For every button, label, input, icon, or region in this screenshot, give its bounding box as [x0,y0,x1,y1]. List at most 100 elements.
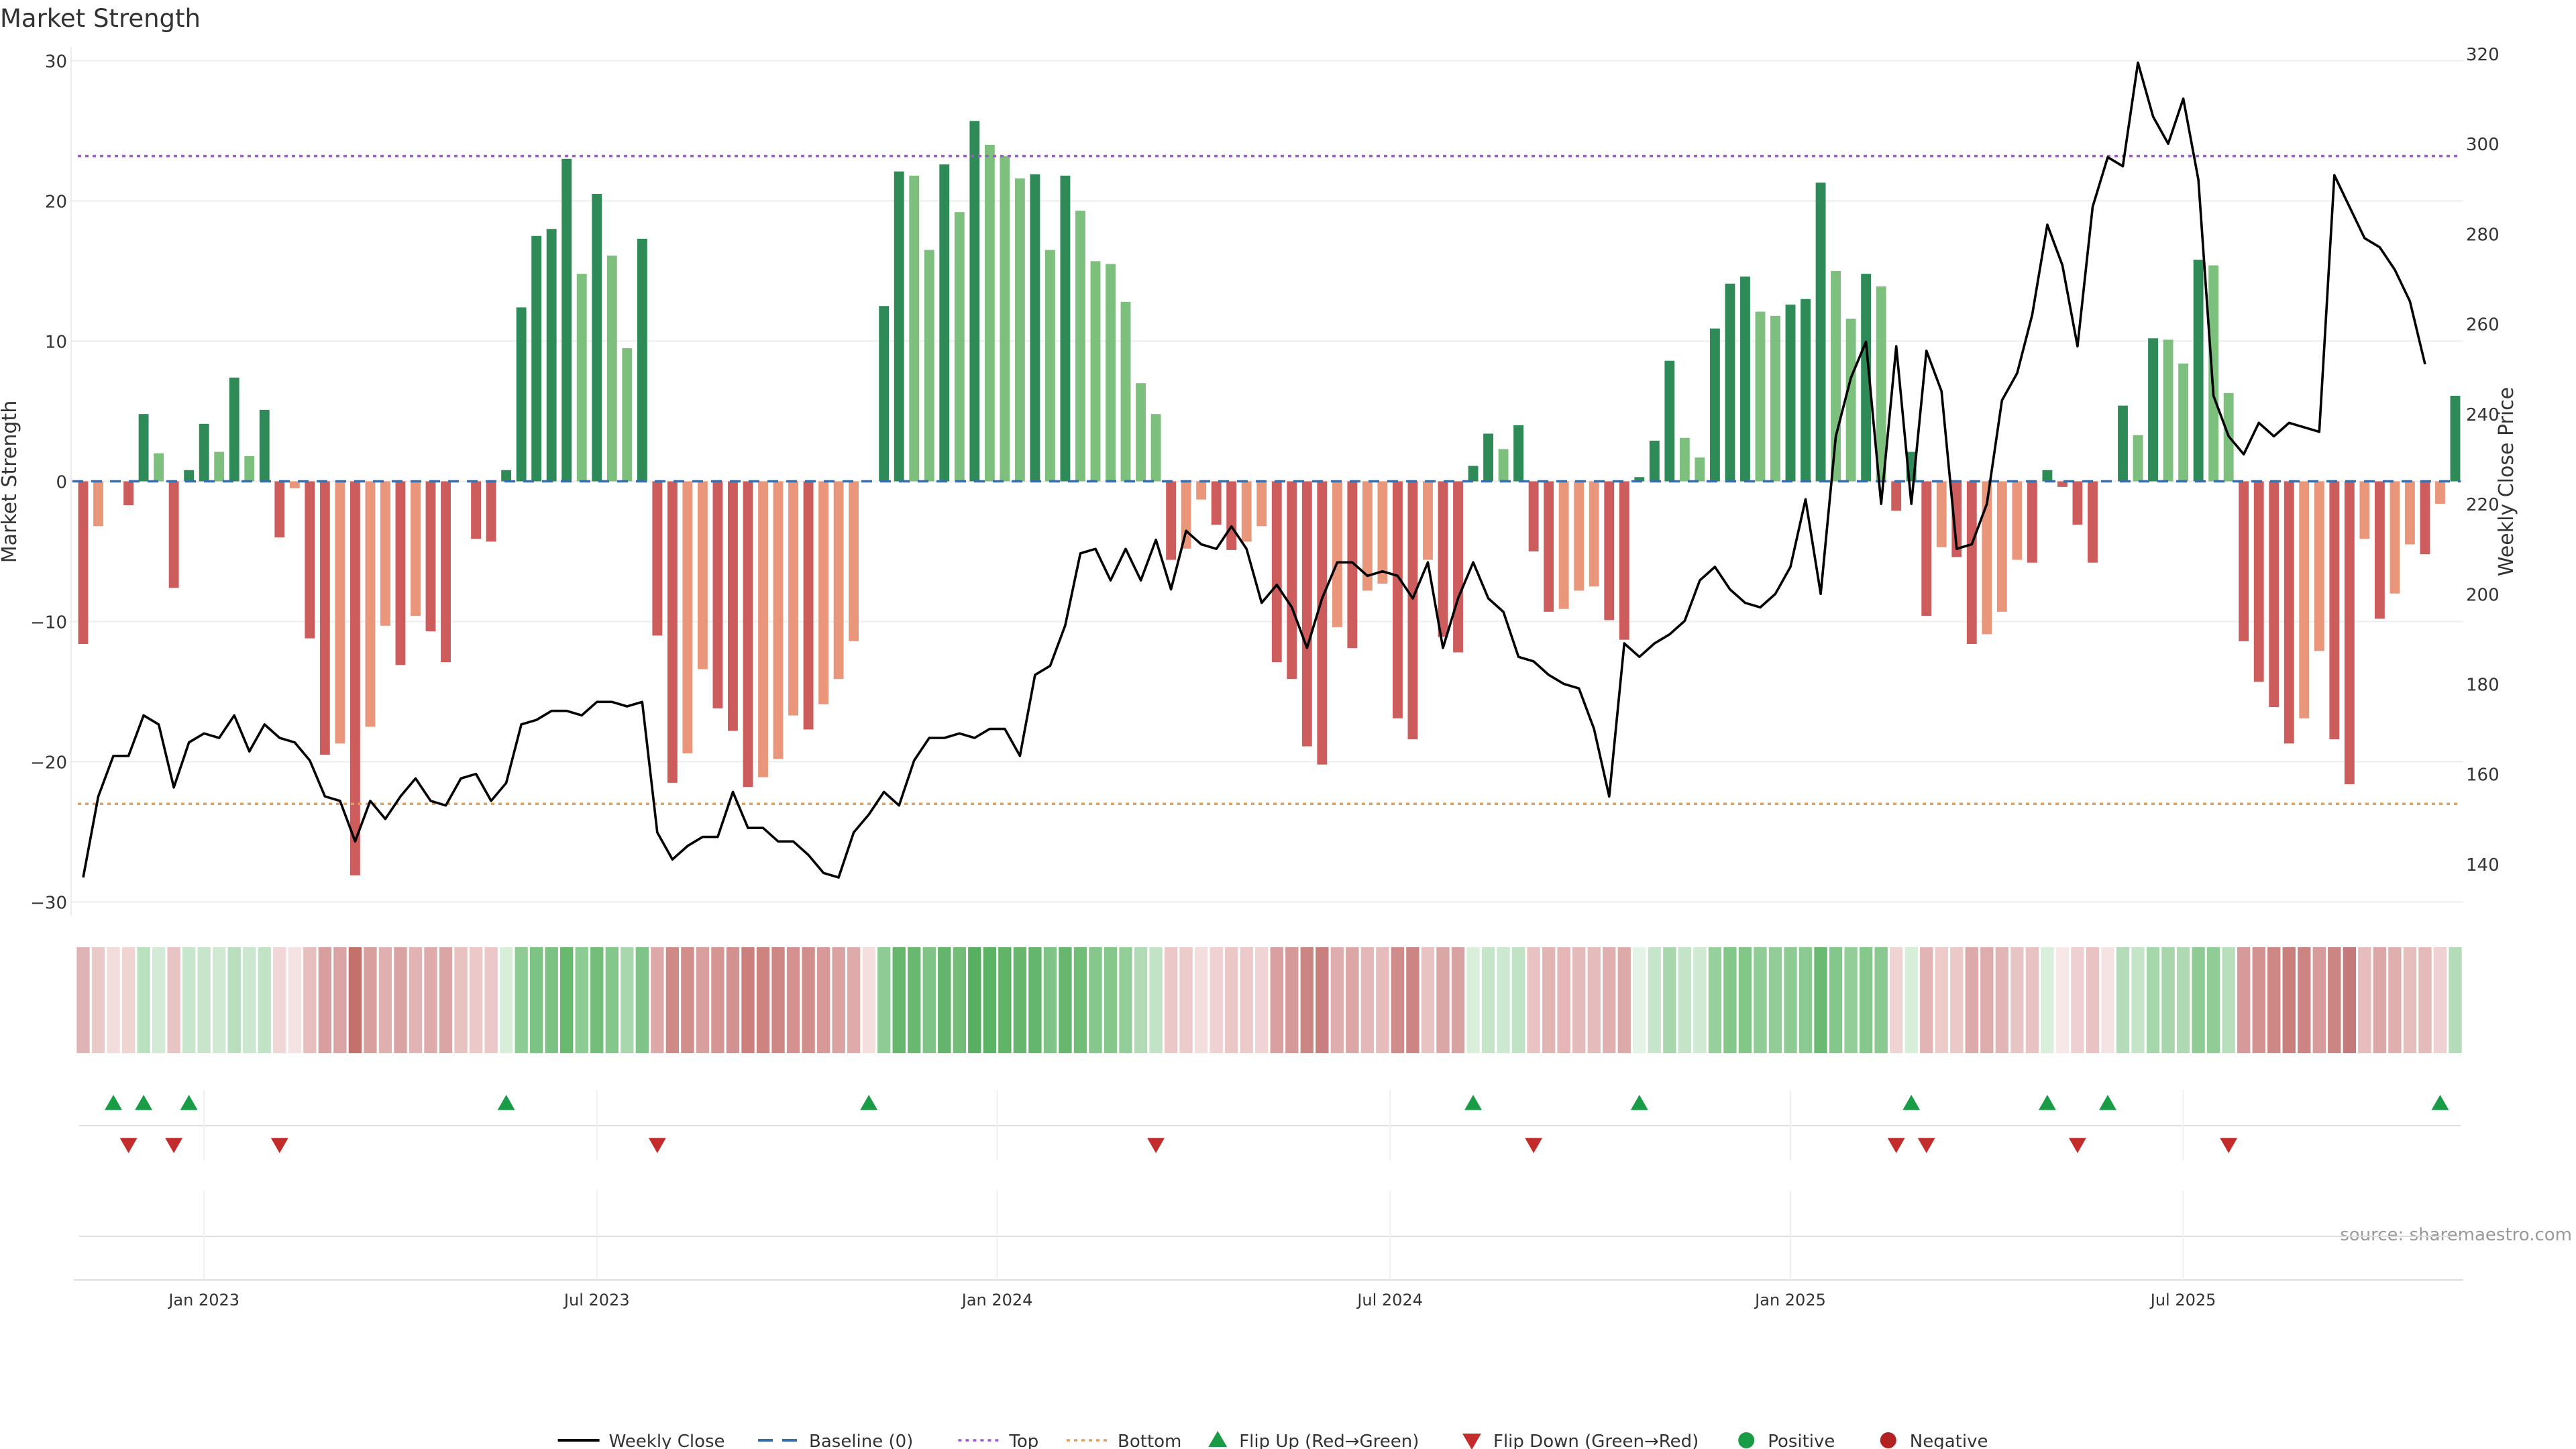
strength-bar-88 [1407,481,1418,740]
strength-bar-60 [984,144,995,482]
strength-bar-29 [516,307,527,482]
strength-bar-40 [682,481,693,753]
heat-cell-14 [288,947,301,1053]
heat-cell-157 [2449,947,2462,1053]
heat-cell-54 [892,947,906,1053]
strength-bar-48 [803,481,814,730]
heat-cell-142 [2222,947,2235,1053]
heat-cell-28 [499,947,513,1053]
heat-cell-17 [333,947,347,1053]
heat-cell-149 [2328,947,2341,1053]
y-tick-left-4: −10 [30,613,67,633]
heat-cell-155 [2418,947,2432,1053]
flip-down-marker-8 [2068,1138,2086,1153]
heat-cell-19 [364,947,377,1053]
heat-cell-131 [2055,947,2070,1053]
heat-cell-139 [2176,947,2190,1053]
legend-item-1: Baseline (0) [758,1432,913,1449]
strength-bar-139 [2178,363,2189,482]
heat-cell-145 [2267,947,2281,1053]
heat-cell-103 [1633,947,1646,1053]
heat-cell-81 [1300,947,1313,1053]
heat-cell-77 [1240,947,1253,1053]
strength-bar-80 [1287,481,1297,680]
strength-bar-61 [1000,156,1010,482]
strength-bar-13 [274,481,285,538]
strength-bar-136 [2133,435,2143,482]
strength-bar-73 [1181,481,1191,549]
y-tick-left-3: 0 [56,473,67,493]
strength-bar-97 [1544,481,1554,612]
heat-cell-84 [1346,947,1359,1053]
strength-bar-3 [123,481,133,506]
heat-cell-125 [1965,947,1978,1053]
strength-bar-87 [1393,481,1403,718]
flip-up-marker-8 [2038,1095,2056,1110]
x-tick-label-4: Jan 2025 [1754,1291,1826,1309]
y-tick-right-1: 300 [2466,135,2500,155]
flip-up-marker-6 [1630,1095,1648,1110]
flip-down-marker-9 [2220,1138,2238,1153]
heat-cell-129 [2025,947,2039,1053]
heat-cell-112 [1768,947,1782,1053]
strength-bar-23 [425,481,436,632]
strength-bar-150 [2344,481,2355,784]
heat-cell-89 [1421,947,1435,1053]
heat-cell-12 [258,947,271,1053]
heat-cell-151 [2358,947,2371,1053]
strength-bar-72 [1166,481,1177,560]
strength-bar-149 [2329,481,2340,740]
heat-cell-143 [2237,947,2251,1053]
heat-cell-98 [1557,947,1570,1053]
heat-cell-83 [1330,947,1344,1053]
heat-cell-86 [1376,947,1389,1053]
strength-bar-152 [2374,481,2385,619]
y-tick-left-0: 30 [45,52,67,72]
strength-bar-50 [833,481,844,680]
strength-bar-108 [1709,328,1720,482]
strength-bar-70 [1136,383,1146,482]
legend-label-5: Flip Down (Green→Red) [1493,1432,1699,1449]
flip-down-marker-3 [648,1138,666,1153]
strength-bar-26 [471,481,482,539]
legend-item-2: Top [958,1432,1038,1449]
x-tick-label-3: Jul 2024 [1356,1291,1423,1309]
heat-cell-64 [1043,947,1057,1053]
strength-bar-79 [1271,481,1282,663]
reference-lines [72,154,2461,805]
strength-bar-155 [2420,481,2430,555]
heat-cell-115 [1814,947,1827,1053]
strength-bar-10 [229,377,239,482]
strength-bar-90 [1438,481,1448,637]
heat-cell-113 [1784,947,1797,1053]
y-tick-right-7: 180 [2466,675,2500,695]
heat-cell-34 [590,947,604,1053]
flip-up-marker-7 [1902,1095,1921,1110]
heat-cell-26 [469,947,483,1053]
strength-bar-44 [743,481,753,788]
flip-up-marker-3 [497,1095,515,1110]
strength-bar-58 [954,212,965,482]
strength-bar-117 [1845,319,1856,482]
heat-cell-85 [1360,947,1375,1053]
heat-cell-154 [2403,947,2417,1053]
heat-cell-61 [998,947,1012,1053]
price-line-layer [82,61,2426,879]
chart-title: Market Strength [0,4,201,33]
strength-bar-39 [667,481,678,783]
legend-symbol-6 [1738,1432,1755,1448]
strength-bar-32 [561,158,572,482]
heat-cell-52 [862,947,875,1053]
strength-bar-22 [411,481,421,616]
heat-cell-100 [1587,947,1601,1053]
legend-item-3: Bottom [1067,1432,1181,1449]
heat-cell-46 [771,947,785,1053]
heat-cell-138 [2161,947,2175,1053]
time-axis: Jan 2023 Jul 2023 Jan 2024 Jul 2024 Jan 2025… [74,1191,2463,1309]
strength-bar-137 [2148,338,2158,482]
strength-bar-127 [1996,481,2007,612]
strength-bar-24 [441,481,451,663]
heat-cell-75 [1210,947,1223,1053]
heat-cell-122 [1920,947,1933,1053]
strength-bar-101 [1604,481,1615,621]
